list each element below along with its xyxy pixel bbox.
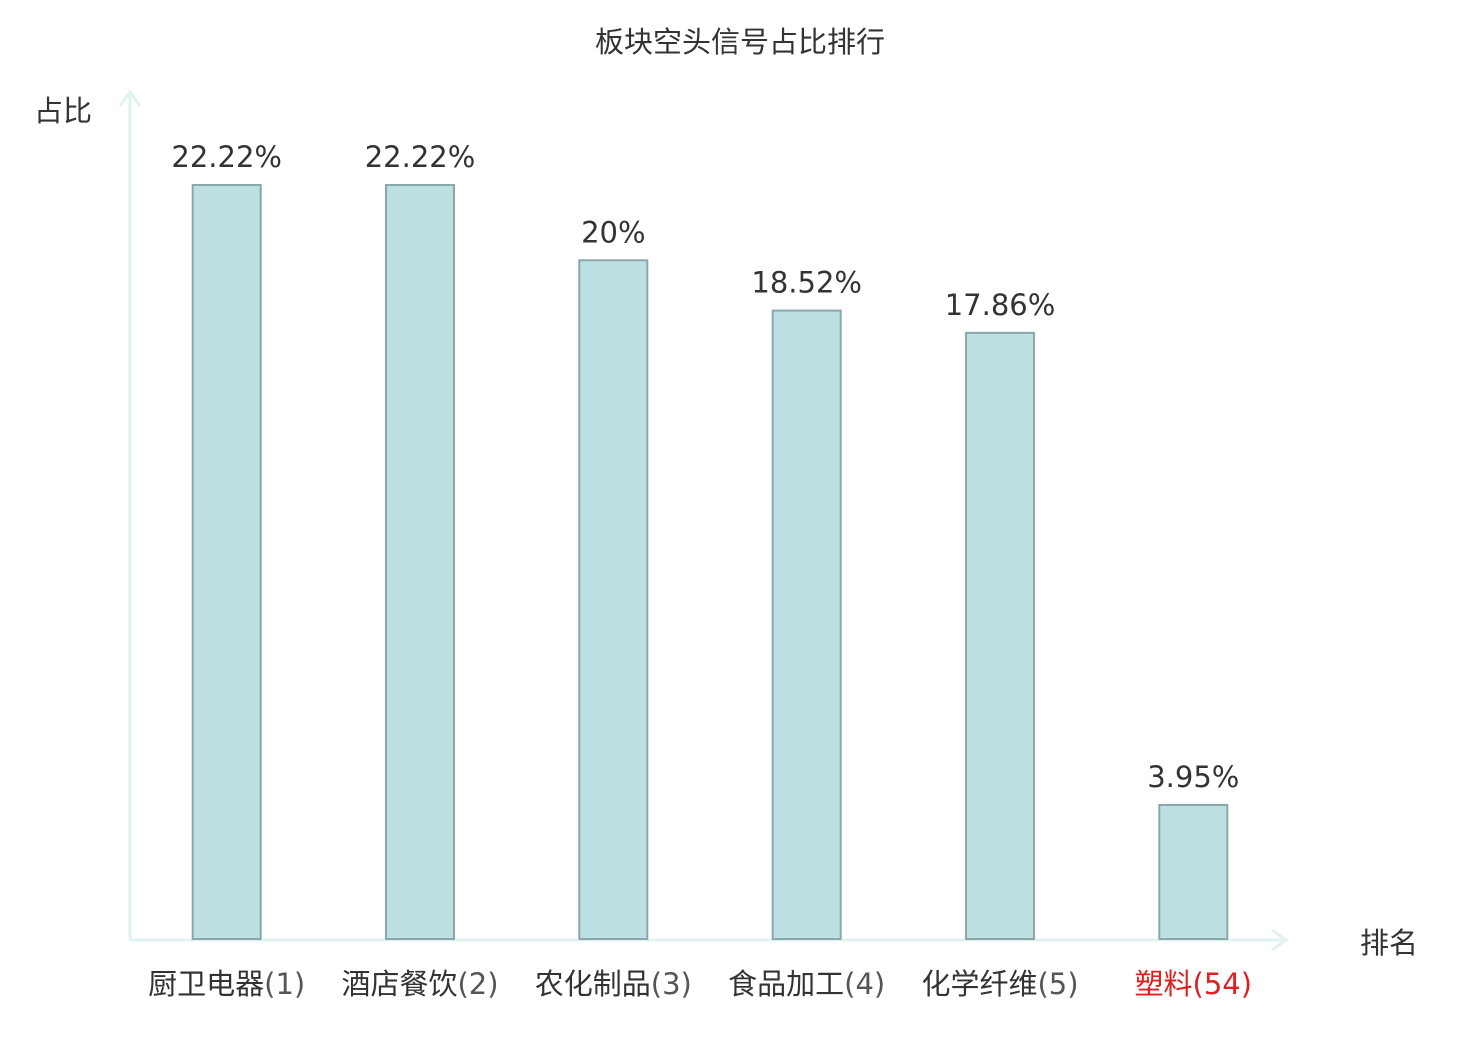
x-axis-arrow-icon <box>1271 928 1289 952</box>
x-tick-label: 塑料(54) <box>1135 967 1253 1001</box>
bar-value-label: 17.86% <box>945 288 1056 322</box>
category-rank: (2) <box>457 967 498 1001</box>
x-tick-label: 化学纤维(5) <box>921 967 1078 1001</box>
category-labels-group: 厨卫电器(1) 酒店餐饮(2) 农化制品(3) 食品加工(4) 化学纤维(5) 塑料(54… <box>148 967 1252 1001</box>
bar <box>385 184 455 940</box>
category-name: 农化制品 <box>535 967 651 1001</box>
category-rank: (54) <box>1193 967 1253 1001</box>
category-name: 酒店餐饮 <box>341 967 457 1001</box>
category-rank: (3) <box>651 967 692 1001</box>
x-tick-label: 农化制品(3) <box>535 967 692 1001</box>
value-labels-group: 22.22% 22.22% 20% 18.52% 17.86% 3.95% <box>171 140 1239 794</box>
category-rank: (4) <box>844 967 885 1001</box>
x-axis-label: 排名 <box>1360 926 1418 960</box>
bar <box>771 309 842 941</box>
x-tick-label: 食品加工(4) <box>728 967 885 1001</box>
category-name: 塑料 <box>1135 967 1193 1001</box>
bars-group <box>191 184 1229 941</box>
category-name: 化学纤维 <box>921 967 1037 1001</box>
bar-value-label: 18.52% <box>751 266 862 300</box>
bar-value-label: 20% <box>581 215 645 249</box>
chart-title: 板块空头信号占比排行 <box>595 25 885 59</box>
bar-value-label: 22.22% <box>365 140 476 174</box>
x-tick-label: 酒店餐饮(2) <box>341 967 498 1001</box>
category-rank: (1) <box>264 967 305 1001</box>
bar-value-label: 3.95% <box>1147 760 1239 794</box>
bar <box>191 184 262 940</box>
category-name: 厨卫电器 <box>148 967 264 1001</box>
bar <box>965 331 1035 940</box>
y-axis-label: 占比 <box>34 94 92 128</box>
x-tick-label: 厨卫电器(1) <box>148 967 305 1001</box>
y-axis-arrow-icon <box>118 89 142 107</box>
bar <box>1158 804 1229 940</box>
category-rank: (5) <box>1037 967 1078 1001</box>
axes <box>118 89 1289 952</box>
bar <box>578 259 649 940</box>
bar-value-label: 22.22% <box>171 140 282 174</box>
category-name: 食品加工 <box>728 967 844 1001</box>
